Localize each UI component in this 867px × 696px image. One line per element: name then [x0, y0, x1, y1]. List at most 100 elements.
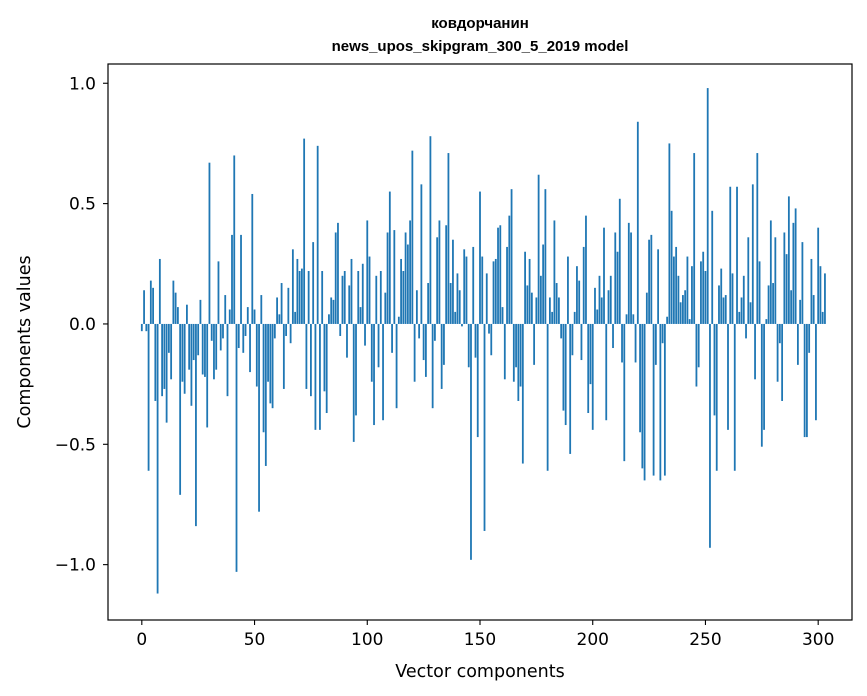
bar-224: [645, 292, 648, 324]
y-tick-label: 0.0: [69, 315, 96, 335]
bar-221: [639, 323, 641, 433]
bar-128: [429, 136, 432, 324]
bar-216: [627, 222, 630, 324]
bar-302: [821, 311, 824, 324]
bar-156: [492, 261, 495, 324]
bar-171: [526, 285, 529, 324]
bar-series: [140, 88, 826, 594]
bar-182: [551, 311, 554, 324]
x-tick-label: 0: [136, 630, 147, 650]
bar-163: [508, 215, 511, 324]
bar-259: [724, 295, 727, 324]
bar-148: [474, 323, 477, 358]
bar-186: [560, 323, 563, 339]
bar-220: [636, 121, 639, 324]
bar-203: [598, 275, 601, 324]
bar-146: [470, 323, 472, 560]
bar-196: [582, 246, 585, 324]
bar-290: [794, 208, 797, 324]
bar-249: [702, 251, 705, 324]
bar-50: [253, 309, 256, 324]
bar-79: [319, 323, 321, 430]
bar-210: [614, 232, 617, 324]
bar-168: [519, 323, 522, 387]
bar-256: [718, 285, 720, 324]
bar-101: [368, 256, 371, 324]
bar-11: [165, 323, 168, 423]
bar-31: [210, 323, 213, 341]
bar-235: [670, 210, 673, 324]
plot-frame: [107, 63, 853, 621]
bar-258: [722, 297, 725, 324]
bar-241: [684, 290, 687, 324]
bar-67: [291, 249, 294, 324]
bar-135: [445, 225, 448, 324]
bar-34: [217, 261, 220, 324]
bar-238: [677, 275, 680, 324]
bar-120: [411, 150, 414, 324]
bar-227: [652, 323, 655, 476]
bar-154: [488, 323, 490, 334]
bar-233: [666, 316, 669, 324]
bar-131: [436, 237, 439, 324]
bar-199: [589, 323, 592, 385]
bar-139: [454, 311, 457, 324]
bar-44: [240, 234, 242, 324]
bar-222: [641, 323, 644, 469]
bar-149: [476, 323, 479, 438]
bar-157: [494, 258, 497, 324]
bar-28: [204, 323, 206, 377]
bar-102: [370, 323, 373, 382]
bar-8: [158, 258, 161, 324]
bar-175: [535, 297, 538, 324]
bar-267: [742, 275, 745, 324]
bar-191: [571, 323, 574, 356]
bar-266: [740, 297, 743, 324]
bar-103: [373, 323, 375, 426]
bar-237: [675, 246, 678, 324]
bar-242: [686, 256, 689, 324]
bar-125: [422, 323, 425, 361]
bar-232: [663, 323, 666, 476]
x-tick-label: 250: [689, 630, 721, 650]
bar-54: [262, 323, 265, 433]
bar-295: [806, 323, 808, 438]
bar-91: [346, 323, 348, 358]
bar-130: [434, 323, 436, 341]
bar-159: [499, 225, 502, 324]
bar-106: [379, 271, 382, 324]
bar-2: [145, 323, 148, 332]
bar-63: [282, 323, 285, 389]
bar-38: [226, 323, 229, 397]
bar-87: [337, 222, 339, 324]
bar-12: [167, 323, 170, 353]
bar-301: [819, 266, 822, 324]
bar-299: [815, 323, 817, 421]
bar-107: [382, 323, 384, 421]
bar-166: [515, 323, 517, 368]
bar-108: [384, 292, 387, 324]
bar-252: [709, 323, 711, 548]
bar-142: [461, 323, 463, 327]
bar-98: [361, 263, 364, 324]
bar-137: [449, 283, 452, 324]
bar-45: [242, 323, 245, 353]
bar-169: [521, 323, 524, 464]
bar-223: [643, 323, 646, 481]
bar-112: [393, 230, 396, 324]
bar-303: [824, 273, 826, 324]
bar-55: [264, 323, 267, 466]
bar-74: [307, 271, 310, 324]
bar-72: [303, 138, 306, 324]
bar-246: [695, 323, 698, 387]
bar-277: [765, 319, 768, 324]
bar-212: [618, 198, 621, 324]
bar-26: [199, 299, 202, 324]
y-tick-label: 0.5: [69, 195, 96, 215]
bar-21: [188, 323, 191, 370]
bar-270: [749, 302, 752, 324]
bar-114: [397, 316, 400, 324]
bar-116: [402, 271, 405, 324]
bar-273: [756, 153, 759, 324]
bar-294: [803, 323, 806, 438]
